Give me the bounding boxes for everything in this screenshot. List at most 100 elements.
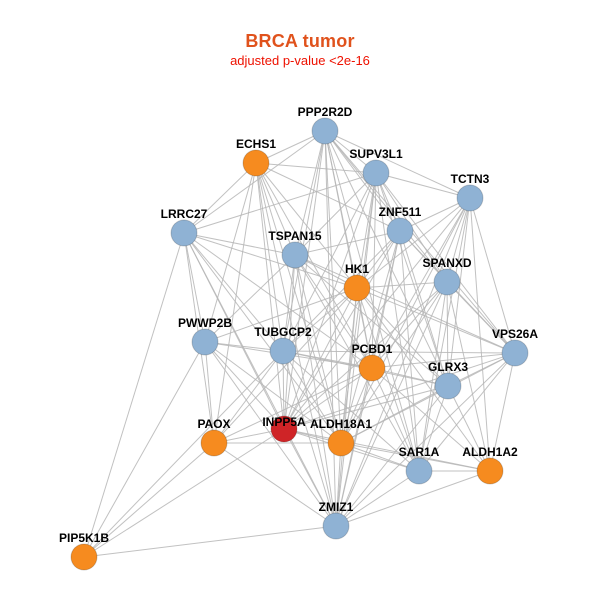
edge [340,442,491,472]
node-label-SAR1A: SAR1A [399,445,440,459]
node-ECHS1 [242,149,270,177]
edge [83,525,337,558]
edge [446,281,449,387]
edge [255,162,284,352]
edge [446,281,516,354]
edge [375,172,420,472]
node-label-PWWP2B: PWWP2B [178,316,232,330]
node-GLRX3 [434,372,462,400]
edge [204,254,296,343]
edge [255,162,342,444]
edge [447,197,471,387]
node-label-ECHS1: ECHS1 [236,137,276,151]
edge [371,352,516,369]
node-PWWP2B [191,328,219,356]
edge [447,385,491,472]
edge [282,350,337,527]
edge [83,350,284,558]
node-label-LRRC27: LRRC27 [161,207,208,221]
edge [294,172,377,256]
edge [213,442,337,527]
edge [282,254,296,352]
edge [294,254,373,369]
edge [83,232,185,558]
edge [183,162,257,234]
node-ALDH18A1 [327,429,355,457]
edge [324,130,448,283]
node-HK1 [343,274,371,302]
edge [489,352,516,472]
edge [335,367,373,527]
edge [255,162,377,174]
edge [183,130,326,234]
edge [324,130,449,387]
edge [255,162,285,430]
edge [356,172,377,289]
edge [282,230,401,352]
edge [183,232,206,343]
node-label-ZNF511: ZNF511 [379,205,422,219]
node-SPANXD [433,268,461,296]
edge [183,232,373,369]
edge [356,287,449,387]
edge [255,162,296,256]
edge [83,341,206,558]
edge [83,442,215,558]
edge [283,281,448,430]
edge [294,254,516,354]
node-VPS26A [501,339,529,367]
edge [371,367,420,472]
edge [213,367,373,444]
node-LRRC27 [170,219,198,247]
node-ZMIZ1 [322,512,350,540]
node-ZNF511 [386,217,414,245]
node-label-HK1: HK1 [345,262,369,276]
edge [204,162,257,343]
edge [375,172,516,354]
edge [294,130,326,256]
edge [356,281,448,289]
node-label-PIP5K1B: PIP5K1B [59,531,109,545]
edge [375,172,449,387]
node-TSPAN15 [281,241,309,269]
node-PIP5K1B [70,543,98,571]
node-PAOX [200,429,228,457]
edge [340,442,420,472]
edge [356,287,491,472]
edge [418,352,516,472]
edge [283,172,377,430]
edge [213,162,257,444]
edge [371,367,449,387]
node-label-ALDH1A2: ALDH1A2 [462,445,518,459]
node-TUBGCP2 [269,337,297,365]
edge [335,470,491,527]
edge [446,197,471,283]
edge [356,287,373,369]
node-label-SPANXD: SPANXD [422,256,471,270]
edge [324,130,420,472]
edge [335,172,377,527]
edge [255,162,337,527]
node-INPP5A [270,415,298,443]
edge [283,130,326,430]
edge [283,352,516,430]
edge [255,162,358,289]
edge [294,254,337,527]
edge [283,428,491,472]
plot-subtitle: adjusted p-value <2e-16 [230,53,370,68]
edge [204,341,285,430]
edge [204,341,337,527]
node-label-TCTN3: TCTN3 [451,172,490,186]
node-TCTN3 [456,184,484,212]
edge [294,254,449,387]
edge [282,350,285,430]
node-PPP2R2D [311,117,339,145]
edge [282,350,516,354]
edge [340,281,448,444]
edge [469,197,491,472]
edge [418,197,471,472]
edge [183,232,358,289]
plot-title: BRCA tumor [245,31,355,51]
node-label-GLRX3: GLRX3 [428,360,468,374]
